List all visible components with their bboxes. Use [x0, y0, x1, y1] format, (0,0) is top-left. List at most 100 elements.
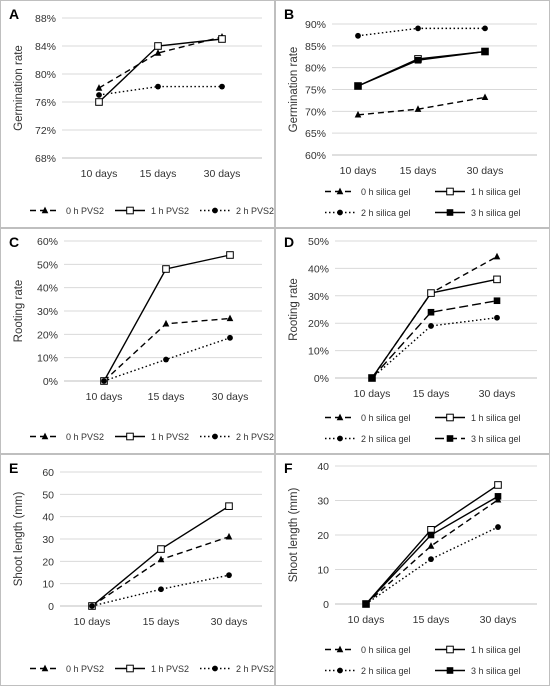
- y-tick-label: 90%: [305, 19, 326, 31]
- series-line: [365, 499, 499, 605]
- y-tick-label: 0: [48, 601, 54, 613]
- y-axis-label: Shoot length (mm): [288, 488, 300, 583]
- data-point: [427, 289, 435, 297]
- data-point: [219, 83, 225, 90]
- y-tick-label: 30: [42, 534, 54, 546]
- y-tick-label: 80%: [35, 69, 56, 81]
- data-point: [414, 105, 422, 112]
- data-point: [481, 93, 489, 101]
- legend-entry: 0 h silica gel: [361, 413, 411, 423]
- data-point: [225, 502, 233, 510]
- data-point: [427, 531, 435, 539]
- x-tick-label: 10 days: [340, 165, 377, 177]
- y-tick-label: 80%: [305, 63, 326, 75]
- series-line: [371, 317, 498, 379]
- y-tick-label: 10: [42, 579, 54, 591]
- y-tick-label: 30%: [37, 306, 58, 318]
- legend-swatch-marker: [41, 206, 49, 214]
- panel-label: A: [9, 6, 19, 22]
- y-tick-label: 40: [42, 512, 54, 524]
- series-line: [103, 317, 231, 382]
- chart-panel-f: F 0 10 20 30 40 10 days 15 days 30 days Shoot len…: [275, 454, 550, 686]
- series-line: [371, 256, 498, 379]
- series-line: [98, 36, 223, 89]
- legend-entry: 2 h silica gel: [361, 208, 411, 218]
- data-point: [494, 493, 502, 500]
- y-axis-label: Rooting rate: [288, 278, 300, 341]
- panel-border: [0, 228, 275, 454]
- data-point: [414, 56, 422, 64]
- x-tick-label: 30 days: [479, 388, 516, 400]
- data-point: [95, 98, 103, 106]
- x-tick-label: 15 days: [140, 168, 177, 180]
- y-tick-label: 0: [323, 599, 329, 611]
- data-point: [427, 542, 435, 549]
- data-point: [157, 555, 165, 563]
- x-tick-label: 10 days: [74, 616, 111, 628]
- y-tick-label: 76%: [35, 97, 56, 109]
- data-point: [225, 532, 233, 540]
- panel-label: F: [284, 460, 293, 476]
- data-point: [493, 275, 501, 284]
- series-line: [365, 495, 499, 605]
- y-tick-label: 65%: [305, 128, 326, 140]
- legend-swatch-marker: [337, 435, 343, 442]
- legend-swatch-marker: [446, 187, 454, 196]
- legend-entry: 1 h silica gel: [471, 413, 521, 423]
- series-line: [357, 96, 486, 116]
- y-axis-label: Germination rate: [288, 47, 300, 133]
- panel-label: B: [284, 6, 294, 22]
- x-tick-label: 15 days: [413, 388, 450, 400]
- chart-panel-a: A 68% 72% 76% 80% 84% 88% 10 days 15 days 30 days…: [0, 0, 275, 228]
- panel-label: C: [9, 234, 19, 250]
- series-line: [357, 27, 485, 37]
- y-tick-label: 84%: [35, 41, 56, 53]
- y-tick-label: 68%: [35, 153, 56, 165]
- y-axis-label: Shoot length (mm): [13, 492, 25, 587]
- data-point: [89, 603, 95, 609]
- x-tick-label: 10 days: [354, 388, 391, 400]
- x-tick-label: 30 days: [480, 614, 517, 626]
- legend-entry: 0 h PVS2: [66, 664, 104, 674]
- data-point: [96, 92, 102, 98]
- x-tick-label: 30 days: [467, 165, 504, 177]
- legend-entry: 0 h PVS2: [66, 432, 104, 442]
- data-point: [427, 308, 435, 316]
- data-point: [494, 314, 500, 321]
- legend-swatch-marker: [336, 413, 344, 421]
- y-tick-label: 50%: [308, 236, 329, 248]
- data-point: [362, 600, 370, 608]
- data-point: [226, 251, 234, 259]
- legend-entry: 1 h PVS2: [151, 664, 189, 674]
- legend-swatch-marker: [41, 432, 49, 440]
- data-point: [158, 586, 164, 593]
- data-point: [154, 42, 162, 50]
- legend-entry: 2 h silica gel: [361, 666, 411, 676]
- legend-swatch-marker: [337, 667, 343, 674]
- data-point: [481, 48, 489, 55]
- chart-panel-c: C 0% 10% 20% 30% 40% 50% 60% 10 days 15 days 30 da…: [0, 228, 275, 454]
- legend-swatch-marker: [337, 209, 343, 216]
- data-point: [494, 481, 502, 489]
- y-tick-label: 40%: [308, 263, 329, 275]
- x-tick-label: 10 days: [348, 614, 385, 626]
- legend-entry: 2 h PVS2: [236, 664, 274, 674]
- data-point: [155, 83, 161, 90]
- legend-swatch-marker: [126, 432, 134, 441]
- legend-swatch-marker: [126, 664, 134, 673]
- data-point: [354, 82, 362, 90]
- legend-swatch-marker: [212, 207, 218, 214]
- data-point: [162, 265, 170, 273]
- data-point: [354, 110, 362, 118]
- series-line: [371, 300, 498, 379]
- y-tick-label: 40%: [37, 283, 58, 295]
- y-tick-label: 85%: [305, 41, 326, 53]
- panel-border: [0, 0, 275, 228]
- chart-panel-d: D 0% 10% 20% 30% 40% 50% 10 days 15 days 30 days R…: [275, 228, 550, 454]
- legend-swatch-marker: [446, 645, 454, 654]
- y-tick-label: 75%: [305, 85, 326, 97]
- data-point: [101, 378, 107, 384]
- y-tick-label: 10: [317, 565, 329, 577]
